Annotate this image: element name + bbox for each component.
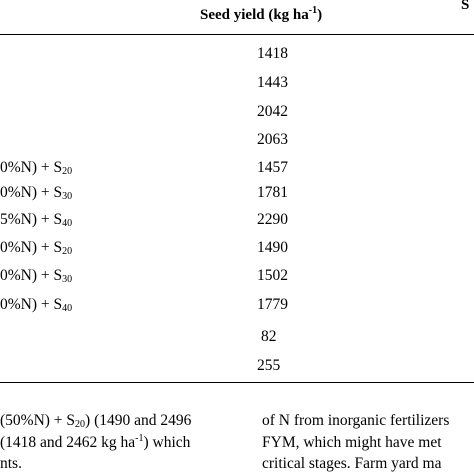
- text-line: of N from inorganic fertilizers: [262, 412, 450, 429]
- text-line: (1418 and 2462 kg ha-1) which: [0, 433, 191, 452]
- seed-yield-cell: 1490: [257, 239, 288, 256]
- seed-yield-cell: 1418: [257, 45, 288, 62]
- clipped-column-header: S: [461, 0, 470, 13]
- text-line: (50%N) + S20) (1490 and 2496: [0, 412, 192, 430]
- treatment-cell: 0%N) + S30: [0, 267, 73, 285]
- treatment-cell: 0%N) + S40: [0, 296, 73, 314]
- seed-yield-cell: 1502: [257, 267, 288, 284]
- seed-yield-cell: 1443: [257, 74, 288, 91]
- text-line: critical stages. Farm yard ma: [262, 455, 442, 472]
- treatment-cell: 0%N) + S30: [0, 184, 73, 202]
- seed-yield-cell: 2063: [257, 131, 288, 148]
- seed-yield-cell: 82: [261, 328, 277, 345]
- treatment-cell: 0%N) + S20: [0, 239, 73, 257]
- header-rule: [0, 34, 474, 35]
- seed-yield-cell: 2290: [257, 211, 288, 228]
- seed-yield-cell: 1781: [257, 184, 288, 201]
- treatment-cell: 5%N) + S40: [0, 211, 73, 229]
- treatment-cell: 0%N) + S20: [0, 159, 73, 177]
- seed-yield-cell: 2042: [257, 103, 288, 120]
- table-bottom-rule: [0, 382, 474, 383]
- text-line: nts.: [0, 455, 22, 472]
- seed-yield-header: Seed yield (kg ha-1): [200, 5, 323, 24]
- seed-yield-cell: 255: [257, 357, 281, 374]
- text-line: FYM, which might have met: [262, 434, 442, 451]
- seed-yield-cell: 1457: [257, 159, 288, 176]
- seed-yield-cell: 1779: [257, 296, 288, 313]
